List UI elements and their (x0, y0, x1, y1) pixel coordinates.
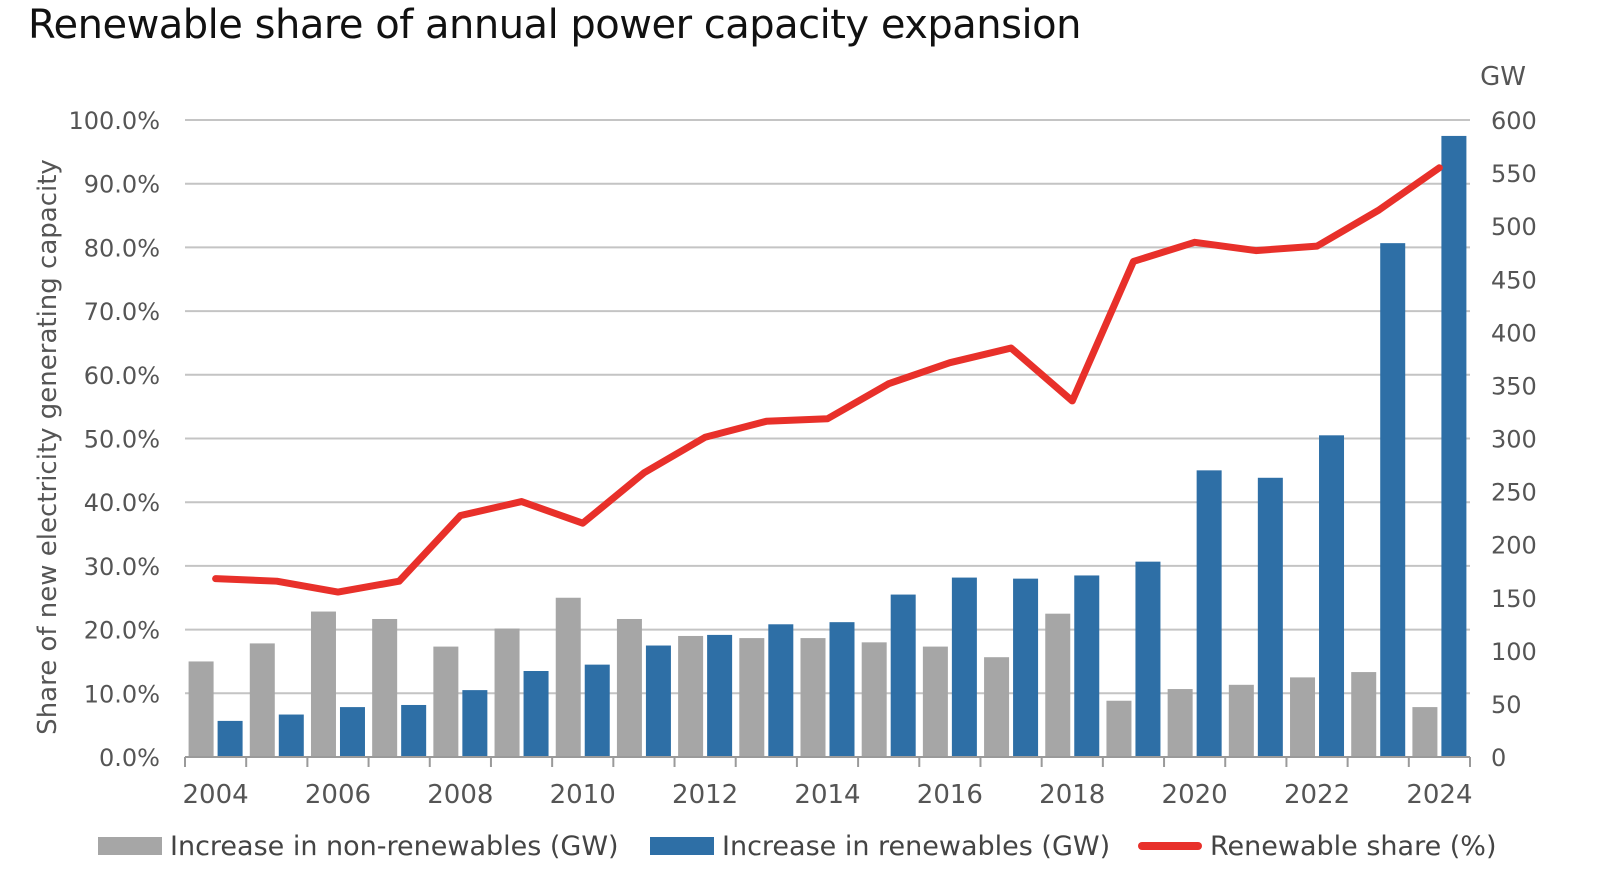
y-tick-label-right: 100 (1491, 638, 1537, 666)
y-tick-label-right: 300 (1491, 426, 1537, 454)
legend-item-share: Renewable share (%) (1138, 826, 1497, 866)
bar-renewables (890, 594, 916, 757)
x-tick-label: 2004 (183, 780, 249, 810)
series-line-renewable-share (212, 164, 1443, 596)
chart-title: Renewable share of annual power capacity… (28, 2, 1081, 48)
line-layer (212, 164, 1443, 596)
bar-layer (188, 135, 1467, 758)
legend-label-renewables: Increase in renewables (GW) (722, 830, 1111, 862)
bar-non-renewables (1228, 684, 1254, 757)
bar-renewables (1319, 435, 1345, 757)
x-tick-label: 2012 (672, 780, 738, 810)
y-tick-label-right: 0 (1491, 744, 1506, 772)
y-tick-label-left: 60.0% (84, 362, 160, 390)
bar-renewables (1074, 575, 1100, 757)
bar-non-renewables (1412, 707, 1438, 757)
bar-renewables (645, 645, 671, 757)
y-tick-label-left: 0.0% (99, 744, 160, 772)
legend-swatch-non-renewables (98, 837, 162, 855)
x-tick-label: 2010 (550, 780, 616, 810)
bar-renewables (951, 577, 977, 757)
y-tick-label-left: 20.0% (84, 617, 160, 645)
legend-label-share: Renewable share (%) (1210, 830, 1497, 862)
legend-swatch-renewables (650, 837, 714, 855)
bar-renewables (1013, 578, 1039, 757)
bar-non-renewables (1167, 689, 1193, 757)
bar-non-renewables (188, 661, 214, 757)
bar-non-renewables (1351, 672, 1377, 757)
y-tick-label-right: 450 (1491, 266, 1537, 294)
bar-renewables (217, 720, 243, 757)
bar-renewables (523, 671, 549, 757)
bar-non-renewables (433, 646, 459, 757)
x-tick-label: 2022 (1284, 780, 1350, 810)
axis-layer: 0.0% 10.0% 20.0% 30.0% 40.0% 50.0% 60.0% 70.0% 8… (68, 107, 1536, 810)
bar-renewables (278, 714, 304, 757)
bar-non-renewables (861, 642, 887, 757)
y-tick-label-right: 500 (1491, 213, 1537, 241)
bar-renewables (1257, 477, 1283, 757)
bar-non-renewables (372, 618, 398, 757)
x-tick-label: 2018 (1039, 780, 1105, 810)
y-tick-label-left: 40.0% (84, 489, 160, 517)
y-tick-label-right: 600 (1491, 107, 1537, 135)
legend-item-non-renewables: Increase in non-renewables (GW) (98, 826, 619, 866)
legend-label-non-renewables: Increase in non-renewables (GW) (170, 830, 619, 862)
y-tick-label-right: 150 (1491, 585, 1537, 613)
bar-non-renewables (1290, 677, 1316, 757)
y-tick-label-left: 80.0% (84, 234, 160, 262)
bar-non-renewables (922, 646, 948, 757)
bar-renewables (339, 707, 365, 757)
bar-non-renewables (310, 611, 336, 757)
y-tick-label-right: 50 (1491, 691, 1522, 719)
y-tick-label-left: 10.0% (84, 680, 160, 708)
bar-non-renewables (984, 657, 1010, 757)
x-tick-label: 2014 (794, 780, 860, 810)
bar-renewables (1380, 243, 1406, 758)
bar-renewables (462, 690, 488, 757)
x-tick-label: 2016 (917, 780, 983, 810)
bar-renewables (768, 624, 794, 757)
gridlines (185, 119, 1470, 695)
bar-non-renewables (800, 638, 826, 757)
bar-renewables (1135, 561, 1161, 757)
y-axis-label: Share of new electricity generating capa… (33, 159, 63, 735)
x-tick-label: 2020 (1162, 780, 1228, 810)
bar-non-renewables (1106, 700, 1132, 757)
bar-renewables (1196, 470, 1222, 757)
bar-non-renewables (494, 628, 520, 757)
bar-non-renewables (1045, 613, 1071, 757)
y-tick-label-left: 70.0% (84, 298, 160, 326)
bar-renewables (1441, 135, 1467, 758)
bar-non-renewables (555, 597, 581, 757)
y2-axis-label: GW (1480, 62, 1526, 92)
bar-renewables (401, 704, 427, 757)
bar-renewables (829, 622, 855, 757)
y-tick-label-left: 100.0% (68, 107, 160, 135)
y-tick-label-right: 200 (1491, 532, 1537, 560)
bar-non-renewables (249, 643, 275, 757)
bar-non-renewables (616, 618, 642, 757)
y-tick-label-right: 350 (1491, 372, 1537, 400)
y-tick-label-right: 550 (1491, 160, 1537, 188)
legend-swatch-share (1138, 842, 1202, 850)
bar-non-renewables (739, 638, 765, 757)
y-tick-label-right: 400 (1491, 319, 1537, 347)
x-tick-label: 2008 (427, 780, 493, 810)
bar-renewables (707, 634, 733, 757)
y-tick-label-right: 250 (1491, 479, 1537, 507)
legend-item-renewables: Increase in renewables (GW) (650, 826, 1110, 866)
y-tick-label-left: 30.0% (84, 553, 160, 581)
bar-renewables (584, 664, 610, 757)
y-tick-label-left: 50.0% (84, 426, 160, 454)
x-tick-label: 2006 (305, 780, 371, 810)
bar-non-renewables (678, 635, 704, 757)
y-tick-label-left: 90.0% (84, 171, 160, 199)
x-tick-label: 2024 (1406, 780, 1472, 810)
